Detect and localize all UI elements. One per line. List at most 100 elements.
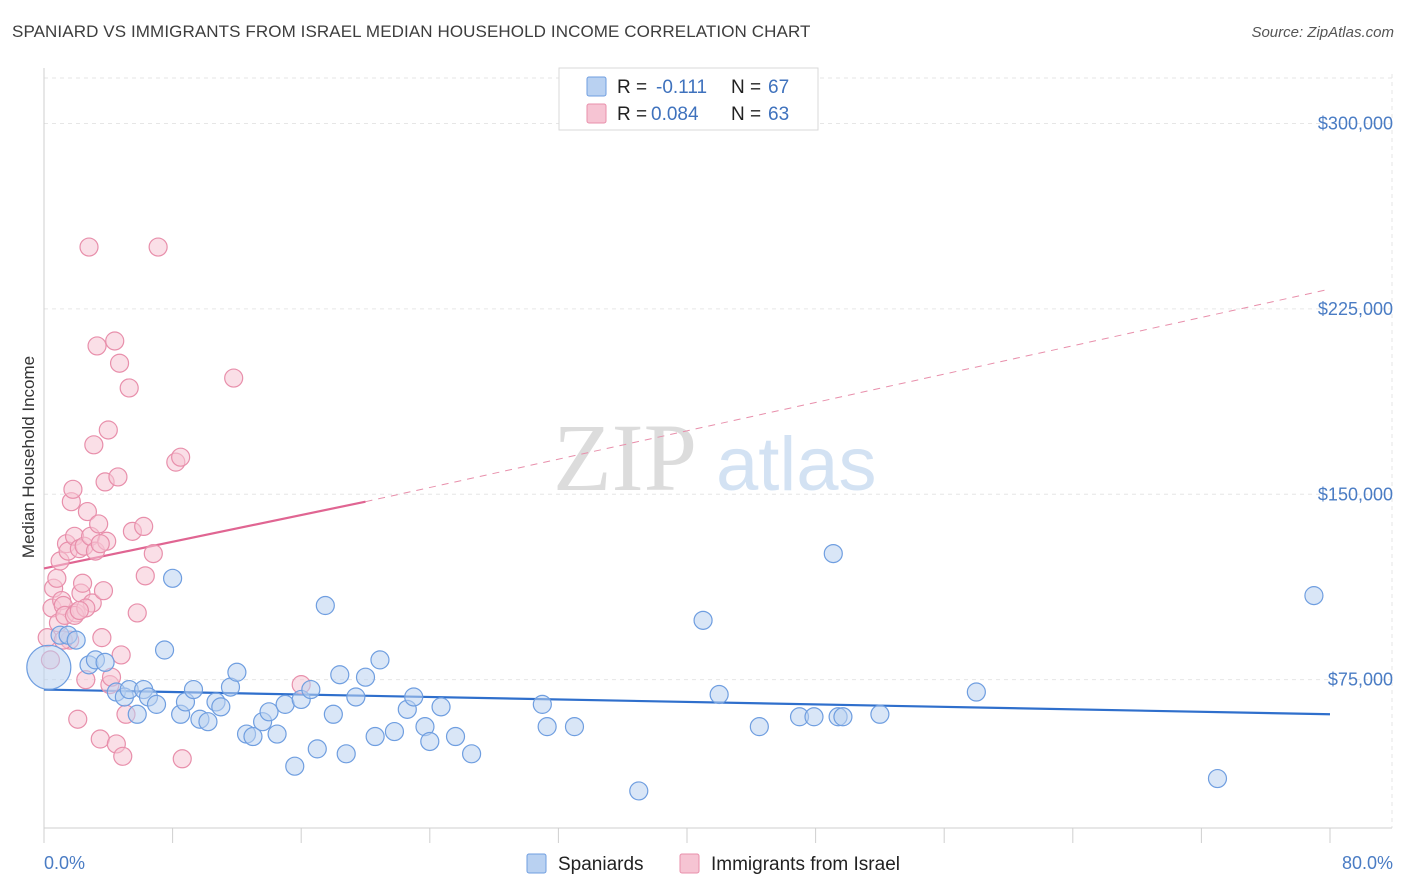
data-point-spaniards xyxy=(384,721,405,742)
data-point-israel xyxy=(111,645,131,665)
data-point-israel xyxy=(134,516,154,537)
data-point-spaniards xyxy=(370,650,390,670)
data-point-israel xyxy=(47,568,67,588)
data-point-spaniards xyxy=(564,717,585,737)
series-legend-label-spaniards: Spaniards xyxy=(558,854,644,875)
data-point-spaniards xyxy=(127,704,147,724)
data-point-spaniards xyxy=(823,543,843,564)
data-point-spaniards xyxy=(804,707,824,727)
data-point-israel xyxy=(113,746,133,766)
data-point-spaniards xyxy=(330,665,350,685)
series-legend-swatch-israel xyxy=(679,853,700,874)
series-legend-swatch-spaniards xyxy=(526,853,547,874)
data-point-spaniards xyxy=(709,684,729,705)
data-point-spaniards xyxy=(346,687,366,707)
data-point-spaniards xyxy=(146,694,167,714)
data-point-israel xyxy=(79,237,99,257)
data-point-israel xyxy=(224,368,244,388)
data-point-spaniards xyxy=(243,726,263,747)
data-point-spaniards xyxy=(336,744,356,764)
data-point-israel xyxy=(63,479,83,499)
data-point-israel xyxy=(90,534,110,554)
data-point-israel xyxy=(148,237,168,257)
data-point-spaniards xyxy=(285,756,305,776)
data-point-spaniards xyxy=(966,682,986,702)
data-point-israel xyxy=(87,336,107,356)
data-point-spaniards xyxy=(323,704,343,724)
data-point-spaniards xyxy=(163,568,183,588)
data-point-israel xyxy=(172,749,192,769)
source-label: Source: ZipAtlas.com xyxy=(1251,24,1394,41)
data-point-israel xyxy=(77,501,98,522)
watermark-zip: ZIP xyxy=(553,404,697,511)
data-point-spaniards xyxy=(227,662,247,682)
data-point-israel xyxy=(109,353,130,373)
data-point-spaniards xyxy=(198,712,218,732)
data-point-israel xyxy=(72,573,93,593)
watermark-atlas: atlas xyxy=(716,422,877,507)
data-point-spaniards xyxy=(183,679,204,700)
data-point-spaniards xyxy=(445,726,466,747)
data-point-spaniards xyxy=(275,694,295,714)
y-tick-label: $225,000 xyxy=(1318,299,1393,319)
data-point-israel xyxy=(92,628,112,648)
data-point-spaniards xyxy=(267,724,287,744)
stats-n-value-1: 67 xyxy=(768,77,789,98)
data-point-israel xyxy=(93,581,114,601)
stats-r-value-1: -0.111 xyxy=(656,77,707,98)
data-point-israel xyxy=(98,420,118,440)
data-point-israel xyxy=(119,378,139,398)
x-tick-label-min: 0.0% xyxy=(44,853,85,873)
axes xyxy=(43,68,1392,843)
stats-r-value-2: 0.084 xyxy=(651,104,699,125)
data-point-israel xyxy=(127,603,147,623)
data-point-spaniards xyxy=(532,694,552,714)
data-points xyxy=(26,237,1324,801)
data-point-israel xyxy=(69,600,89,621)
y-tick-label: $300,000 xyxy=(1318,113,1393,133)
data-point-spaniards xyxy=(365,726,385,747)
data-point-spaniards xyxy=(420,731,440,752)
data-point-spaniards xyxy=(26,644,72,690)
data-point-spaniards xyxy=(1207,768,1228,789)
stats-legend-swatch-israel xyxy=(586,103,607,124)
stats-n-label-2: N = xyxy=(731,104,761,125)
stats-legend-swatch-spaniards xyxy=(586,76,607,97)
series-legend: Spaniards Immigrants from Israel xyxy=(526,853,900,875)
trend-line-spaniards xyxy=(43,688,1331,716)
trend-line-israel-projection xyxy=(365,288,1331,503)
data-point-spaniards xyxy=(404,687,424,707)
data-point-spaniards xyxy=(315,595,335,616)
data-point-israel xyxy=(171,447,191,467)
data-point-spaniards xyxy=(259,702,279,722)
stats-legend: R = -0.111 N = 67 R = 0.084 N = 63 xyxy=(558,67,819,131)
data-point-spaniards xyxy=(431,697,451,717)
data-point-spaniards xyxy=(307,739,327,759)
data-point-israel xyxy=(90,729,110,749)
x-tick-label-max: 80.0% xyxy=(1342,853,1393,873)
series-legend-label-israel: Immigrants from Israel xyxy=(711,854,900,875)
stats-n-label-1: N = xyxy=(731,77,761,98)
watermark: ZIP atlas xyxy=(553,404,877,511)
data-point-spaniards xyxy=(537,717,557,737)
chart-title: SPANIARD VS IMMIGRANTS FROM ISRAEL MEDIA… xyxy=(12,22,811,41)
data-point-spaniards xyxy=(461,744,482,764)
data-point-israel xyxy=(105,331,125,351)
data-point-spaniards xyxy=(629,781,649,801)
data-point-spaniards xyxy=(693,610,713,630)
data-point-spaniards xyxy=(1304,586,1324,606)
data-point-spaniards xyxy=(301,679,321,700)
data-point-spaniards xyxy=(154,640,175,660)
y-tick-label: $75,000 xyxy=(1328,670,1393,690)
data-point-israel xyxy=(135,566,155,586)
stats-r-label-2: R = xyxy=(617,104,647,125)
data-point-spaniards xyxy=(870,704,890,724)
data-point-spaniards xyxy=(211,697,231,717)
stats-r-label-1: R = xyxy=(617,77,647,98)
data-point-israel xyxy=(143,543,163,564)
data-point-israel xyxy=(108,467,128,487)
data-point-spaniards xyxy=(749,717,769,737)
data-point-spaniards xyxy=(66,630,86,650)
data-point-israel xyxy=(84,435,104,455)
